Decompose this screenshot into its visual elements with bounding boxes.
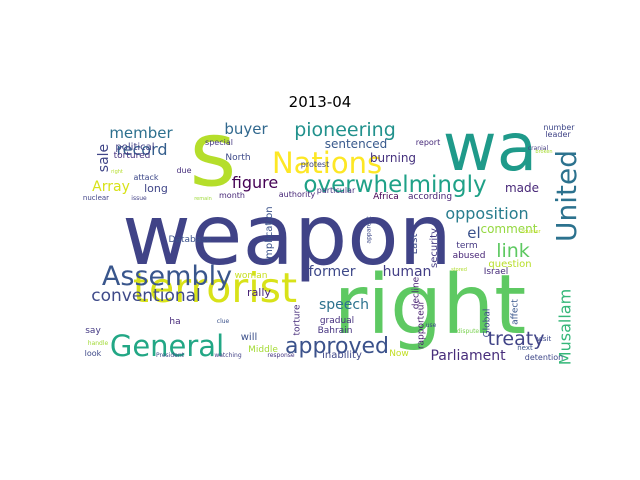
cloud-word: protest	[301, 160, 329, 169]
cloud-word: made	[505, 181, 539, 195]
cloud-word: watching	[214, 352, 242, 359]
cloud-word: sale	[96, 144, 112, 172]
cloud-word: issue	[131, 195, 147, 202]
cloud-word: weapon	[122, 186, 452, 284]
cloud-word: pioneering	[294, 119, 396, 141]
cloud-word: el	[467, 224, 480, 242]
cloud-word: will	[241, 332, 258, 343]
cloud-word: month	[219, 191, 245, 200]
cloud-word: record	[116, 140, 167, 159]
cloud-word: special	[205, 138, 233, 147]
cloud-word: President	[156, 352, 185, 359]
cloud-word: Array	[92, 179, 130, 195]
cloud-word: Middle	[248, 345, 278, 355]
cloud-word: according	[408, 192, 452, 202]
cloud-word: long	[144, 182, 168, 195]
cloud-word: report	[416, 138, 440, 147]
cloud-word: look	[85, 349, 102, 358]
cloud-word: apparent	[366, 216, 373, 244]
cloud-word: gradual	[320, 316, 354, 326]
cloud-word: inability	[322, 350, 362, 361]
cloud-word: Assembly	[102, 261, 232, 292]
cloud-word: woman	[235, 271, 268, 281]
cloud-word: political	[115, 142, 154, 153]
cloud-word: next	[517, 344, 533, 352]
cloud-word: implication	[264, 206, 275, 261]
cloud-word: Nations	[272, 146, 382, 180]
cloud-word: attack	[133, 173, 158, 182]
cloud-word: visit	[537, 335, 552, 343]
cloud-word: decline	[412, 276, 422, 309]
cloud-word: particular	[317, 186, 356, 195]
cloud-word: human	[383, 264, 432, 280]
cloud-word: broken	[535, 149, 552, 155]
cloud-word: abused	[453, 251, 486, 261]
cloud-word: dispute	[457, 328, 480, 335]
cloud-word: clue	[217, 318, 230, 325]
cloud-word: link	[496, 240, 530, 262]
cloud-word: Database	[169, 235, 212, 245]
cloud-word: treaty	[488, 328, 545, 350]
cloud-word: figure	[232, 173, 278, 192]
cloud-word: North	[225, 153, 250, 163]
cloud-word: Africa	[373, 192, 399, 202]
cloud-word: affect	[511, 299, 521, 325]
cloud-word: Last	[409, 234, 420, 255]
cloud-word: torture	[293, 304, 303, 335]
cloud-word: comment	[480, 222, 537, 236]
cloud-word: speech	[319, 297, 369, 313]
cloud-word: term	[456, 241, 477, 251]
cloud-word: number	[543, 123, 575, 132]
cloud-word: counter	[521, 229, 541, 235]
cloud-word: response	[267, 352, 295, 359]
cloud-word: Now	[389, 349, 409, 359]
cloud-word: question	[488, 259, 531, 270]
chart-title: 2013-04	[288, 93, 352, 111]
cloud-word: right	[111, 169, 123, 175]
cloud-word: leader	[545, 130, 571, 139]
cloud-word: right	[334, 258, 527, 353]
cloud-word: General	[110, 329, 224, 363]
cloud-word: Israel	[484, 267, 509, 277]
cloud-word: stored	[451, 267, 467, 273]
cloud-word: buyer	[224, 120, 268, 138]
cloud-word: s	[190, 102, 237, 207]
cloud-word: use	[426, 322, 437, 329]
cloud-word: member	[109, 124, 173, 142]
cloud-word: Parliament	[430, 348, 506, 364]
cloud-word: detention	[525, 353, 563, 362]
cloud-word: sentenced	[325, 137, 388, 151]
cloud-word: burning	[370, 151, 416, 165]
cloud-word: terrorist	[133, 264, 297, 312]
cloud-word: rapporteur	[417, 301, 427, 350]
cloud-word: ha	[169, 317, 180, 327]
cloud-word: wa	[443, 109, 537, 186]
cloud-word: Bahrain	[318, 326, 353, 336]
cloud-word: say	[85, 326, 101, 336]
cloud-word: former	[308, 264, 355, 280]
cloud-word: opposition	[445, 204, 528, 223]
cloud-word: handle	[88, 340, 109, 347]
cloud-word: security	[429, 228, 440, 268]
cloud-word: authority	[279, 190, 316, 199]
cloud-word: approved	[285, 334, 389, 359]
cloud-word: Musallam	[556, 289, 575, 365]
cloud-word: United	[550, 150, 583, 242]
cloud-word: tortured	[114, 151, 151, 161]
cloud-word: due	[176, 166, 191, 175]
cloud-word: conventional	[91, 286, 201, 306]
cloud-word: Global	[483, 309, 493, 338]
cloud-word: remain	[194, 196, 212, 202]
cloud-word: cranial	[528, 145, 549, 152]
cloud-word: nuclear	[83, 194, 109, 202]
cloud-word: overwhelmingly	[303, 172, 486, 198]
cloud-word: rally	[247, 286, 271, 299]
